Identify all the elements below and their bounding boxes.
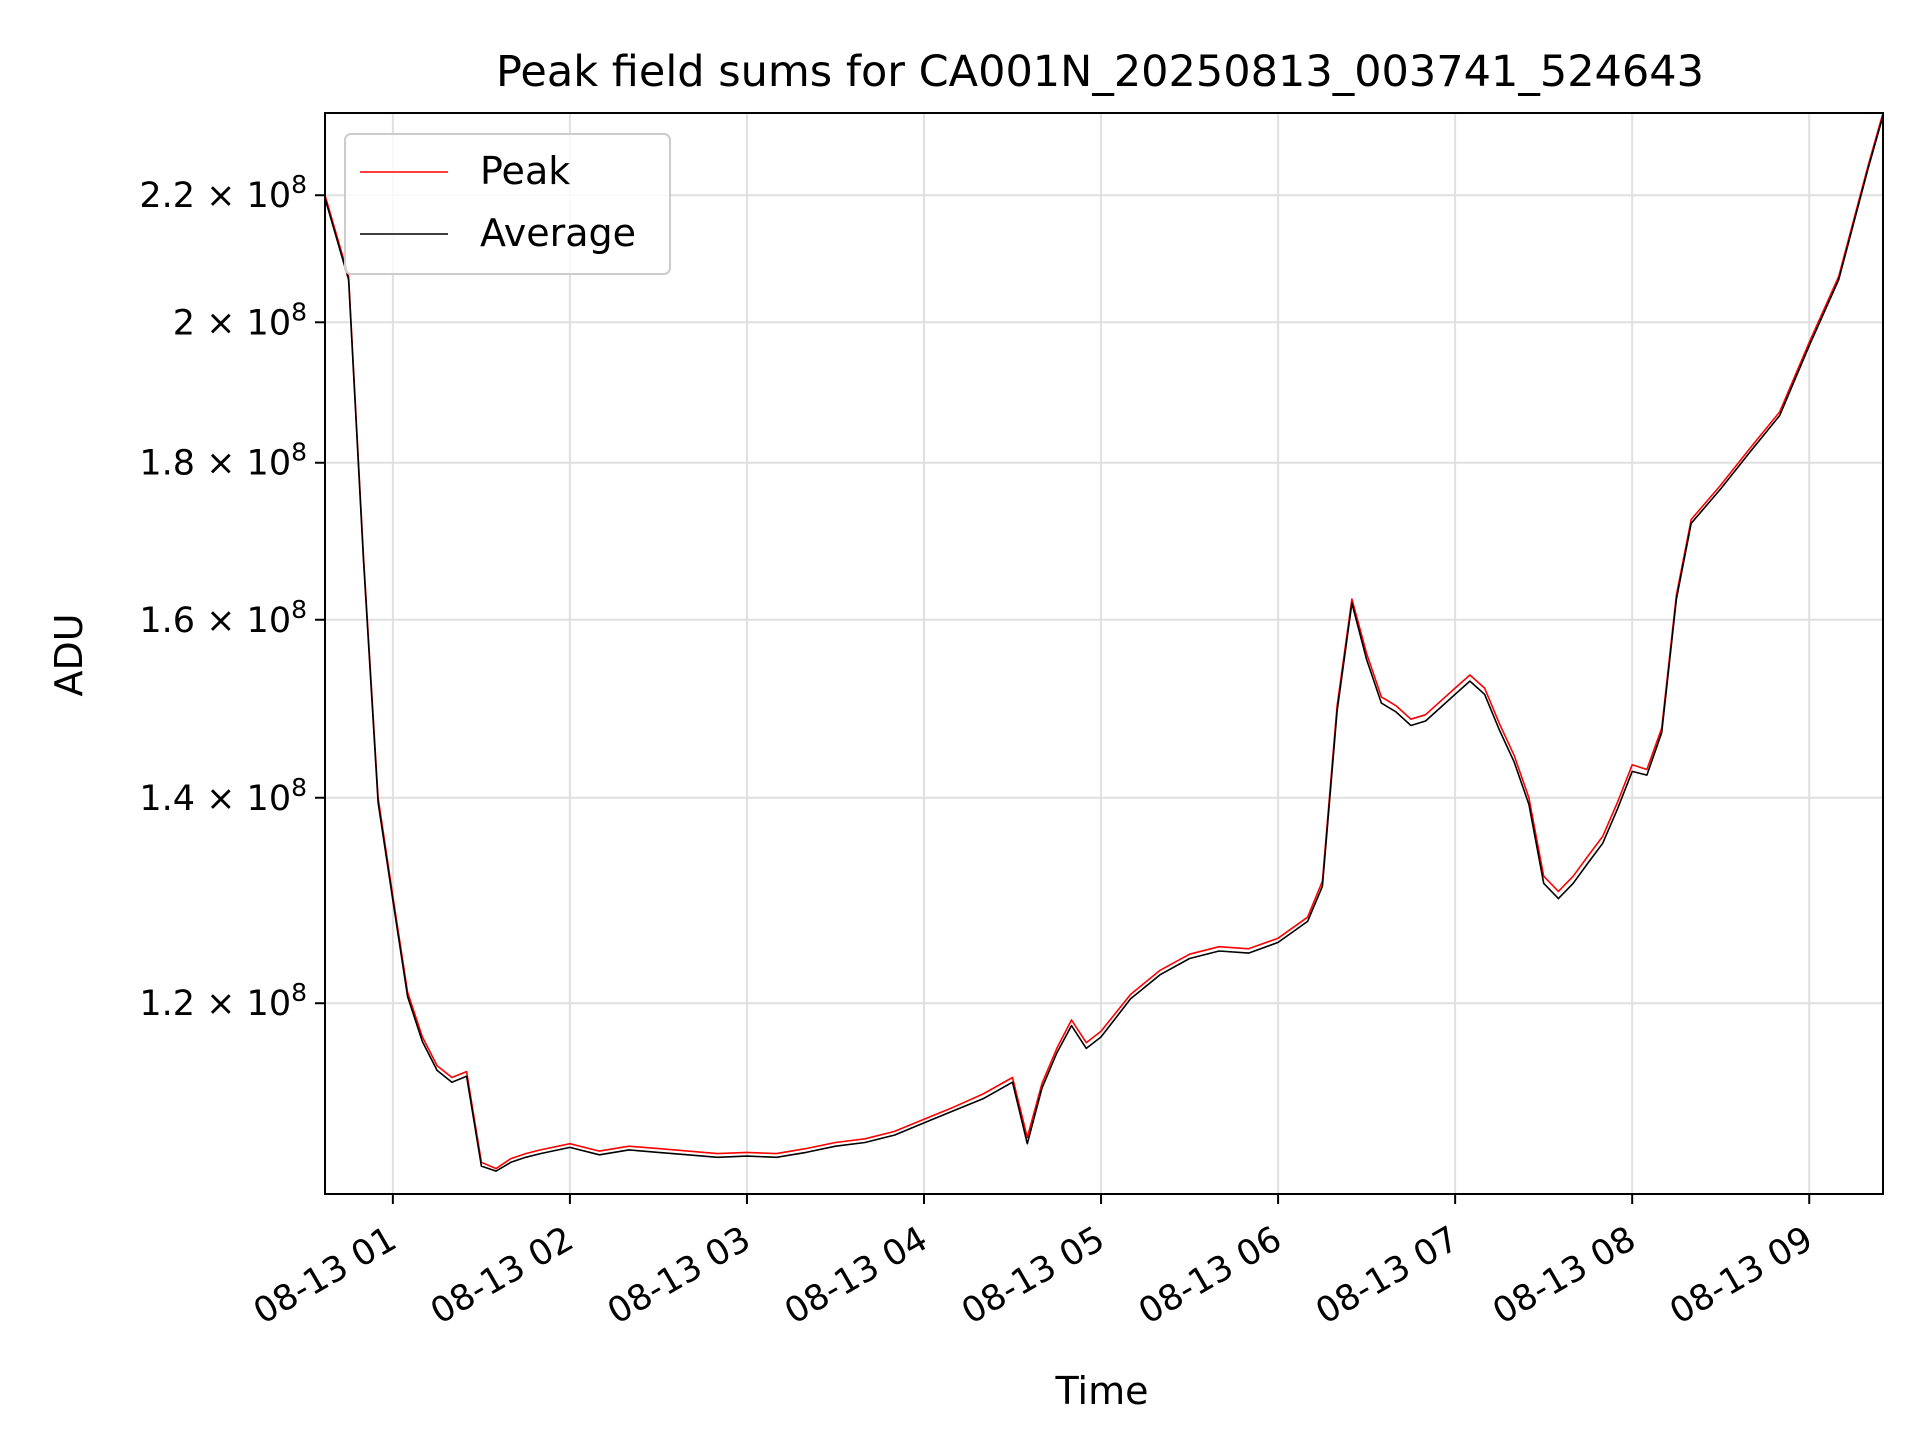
legend-label-average: Average — [480, 211, 636, 255]
series-layer — [325, 113, 1883, 1172]
x-axis-label: Time — [1055, 1369, 1149, 1413]
y-tick-label: 2 × 108 — [173, 297, 307, 343]
y-axis-label: ADU — [47, 613, 91, 696]
chart-title: Peak field sums for CA001N_20250813_0037… — [496, 47, 1704, 97]
grid — [325, 113, 1883, 1194]
y-axis: 1.2 × 108 1.4 × 108 1.6 × 108 1.8 × 108 2 × … — [139, 170, 325, 1024]
legend-box — [344, 133, 671, 275]
y-tick-label: 1.2 × 108 — [139, 978, 307, 1024]
y-tick-label: 1.8 × 108 — [139, 438, 307, 484]
y-tick-label: 1.4 × 108 — [139, 773, 307, 819]
series-line-peak — [325, 113, 1883, 1170]
legend-label-peak: Peak — [480, 149, 570, 193]
series-line-average — [325, 115, 1883, 1172]
y-tick-label: 1.6 × 108 — [139, 595, 307, 641]
y-tick-label: 2.2 × 108 — [139, 170, 307, 216]
legend: Peak Average — [344, 133, 671, 275]
plot-frame — [324, 112, 1884, 1195]
